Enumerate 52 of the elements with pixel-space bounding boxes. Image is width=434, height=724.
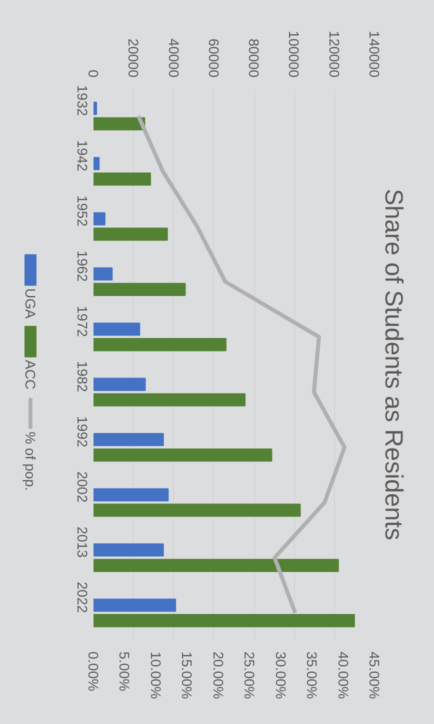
bar xyxy=(94,117,146,130)
bar xyxy=(94,488,169,502)
x2-tick-label: 20.00% xyxy=(210,652,226,699)
bar xyxy=(94,433,164,446)
bar xyxy=(94,378,146,391)
x2-tick-label: 40.00% xyxy=(335,652,352,699)
bar xyxy=(94,282,186,296)
legend-label: UGA xyxy=(22,288,38,320)
y-tick-label: 1952 xyxy=(74,195,90,227)
bar xyxy=(94,157,100,170)
x2-tick-label: 35.00% xyxy=(304,652,320,699)
bar xyxy=(94,393,246,406)
y-tick-label: 1992 xyxy=(74,416,90,448)
x2-tick-label: 15.00% xyxy=(179,652,196,699)
x2-tick-label: 10.00% xyxy=(148,652,164,699)
x2-tick-label: 30.00% xyxy=(272,652,289,699)
bar xyxy=(94,614,355,628)
x-tick-label: 80000 xyxy=(246,38,262,78)
x-tick-label: 140000 xyxy=(366,30,382,78)
bar xyxy=(94,504,301,517)
bar xyxy=(94,322,140,336)
x2-tick-label: 45.00% xyxy=(366,652,382,699)
x-tick-label: 0 xyxy=(86,70,102,78)
y-tick-label: 1962 xyxy=(74,250,90,282)
bar xyxy=(94,543,164,557)
bar xyxy=(94,598,176,612)
bar xyxy=(94,228,168,241)
y-tick-label: 1972 xyxy=(74,306,90,338)
bar xyxy=(94,448,272,462)
bar xyxy=(94,558,339,572)
bar xyxy=(94,172,152,186)
x-tick-label: 120000 xyxy=(326,30,342,78)
x-tick-label: 60000 xyxy=(206,38,222,78)
x-tick-label: 100000 xyxy=(286,30,302,78)
bar xyxy=(94,102,98,115)
bar xyxy=(94,212,106,226)
x2-tick-label: 0.00% xyxy=(86,652,102,692)
legend-label: ACC xyxy=(22,360,38,390)
y-tick-label: 1982 xyxy=(74,360,90,392)
y-tick-label: 1942 xyxy=(74,140,90,172)
y-tick-label: 2002 xyxy=(74,471,90,503)
y-tick-label: 2013 xyxy=(74,526,90,558)
text: Share of Students as Residents xyxy=(380,188,408,540)
bar xyxy=(94,267,113,281)
bar xyxy=(94,338,226,352)
x-tick-label: 20000 xyxy=(126,38,142,78)
x2-tick-label: 5.00% xyxy=(116,652,133,692)
x-tick-label: 40000 xyxy=(166,38,182,78)
y-tick-label: 2022 xyxy=(74,582,90,614)
legend-label: % of pop. xyxy=(22,432,38,491)
x2-tick-label: 25.00% xyxy=(242,652,258,699)
y-tick-label: 1932 xyxy=(74,84,90,116)
